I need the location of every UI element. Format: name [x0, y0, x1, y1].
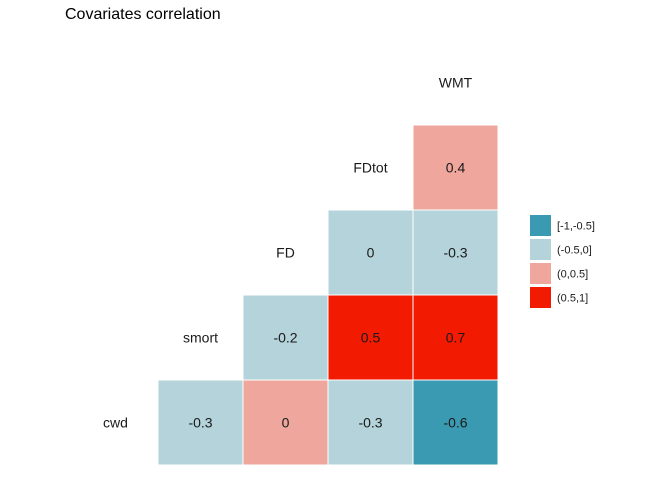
- cell-fdtot-wmt: [412, 124, 499, 211]
- cell-value-label: 0.4: [446, 160, 466, 176]
- cell-value-label: -0.2: [273, 330, 297, 346]
- variable-label-cwd: cwd: [103, 415, 128, 431]
- variable-label-fd: FD: [276, 245, 295, 261]
- variable-labels: cwd smort FD FDtot WMT: [103, 75, 473, 431]
- cell-fd-wmt: [412, 209, 499, 296]
- cell-value-label: -0.3: [443, 245, 467, 261]
- legend-key--0-0-5-: [530, 263, 551, 284]
- cell-cwd-fd: [242, 379, 329, 466]
- cell-smort-fd: [242, 294, 329, 381]
- legend-label: (-0.5,0]: [557, 245, 592, 257]
- cell-value-label: 0.5: [361, 330, 381, 346]
- legend-label: (0.5,1]: [557, 293, 588, 305]
- cell-value-label: 0: [367, 245, 375, 261]
- cell-smort-wmt: [412, 294, 499, 381]
- legend-key--0-5-0-: [530, 239, 551, 260]
- chart-title: Covariates correlation: [65, 6, 221, 23]
- legend-label: (0,0.5]: [557, 269, 588, 281]
- variable-label-wmt: WMT: [439, 75, 473, 91]
- cell-value-label: -0.3: [358, 415, 382, 431]
- variable-label-smort: smort: [183, 330, 218, 346]
- cell-cwd-wmt: [412, 379, 499, 466]
- legend-key--1-0-5-: [530, 215, 551, 236]
- cell-value-label: 0: [282, 415, 290, 431]
- heatmap-cells: -0.3 0 -0.3 -0.6 -0.2 0.5 0.7 0 -0.3 0.4: [157, 124, 499, 466]
- legend-label: [-1,-0.5]: [557, 221, 595, 233]
- cell-value-label: -0.6: [443, 415, 467, 431]
- cell-value-label: 0.7: [446, 330, 466, 346]
- variable-label-fdtot: FDtot: [353, 160, 387, 176]
- cell-fd-fdtot: [327, 209, 414, 296]
- cell-smort-fdtot: [327, 294, 414, 381]
- cell-value-label: -0.3: [188, 415, 212, 431]
- legend-key--0-5-1-: [530, 287, 551, 308]
- legend: [-1,-0.5] (-0.5,0] (0,0.5] (0.5,1]: [530, 215, 595, 308]
